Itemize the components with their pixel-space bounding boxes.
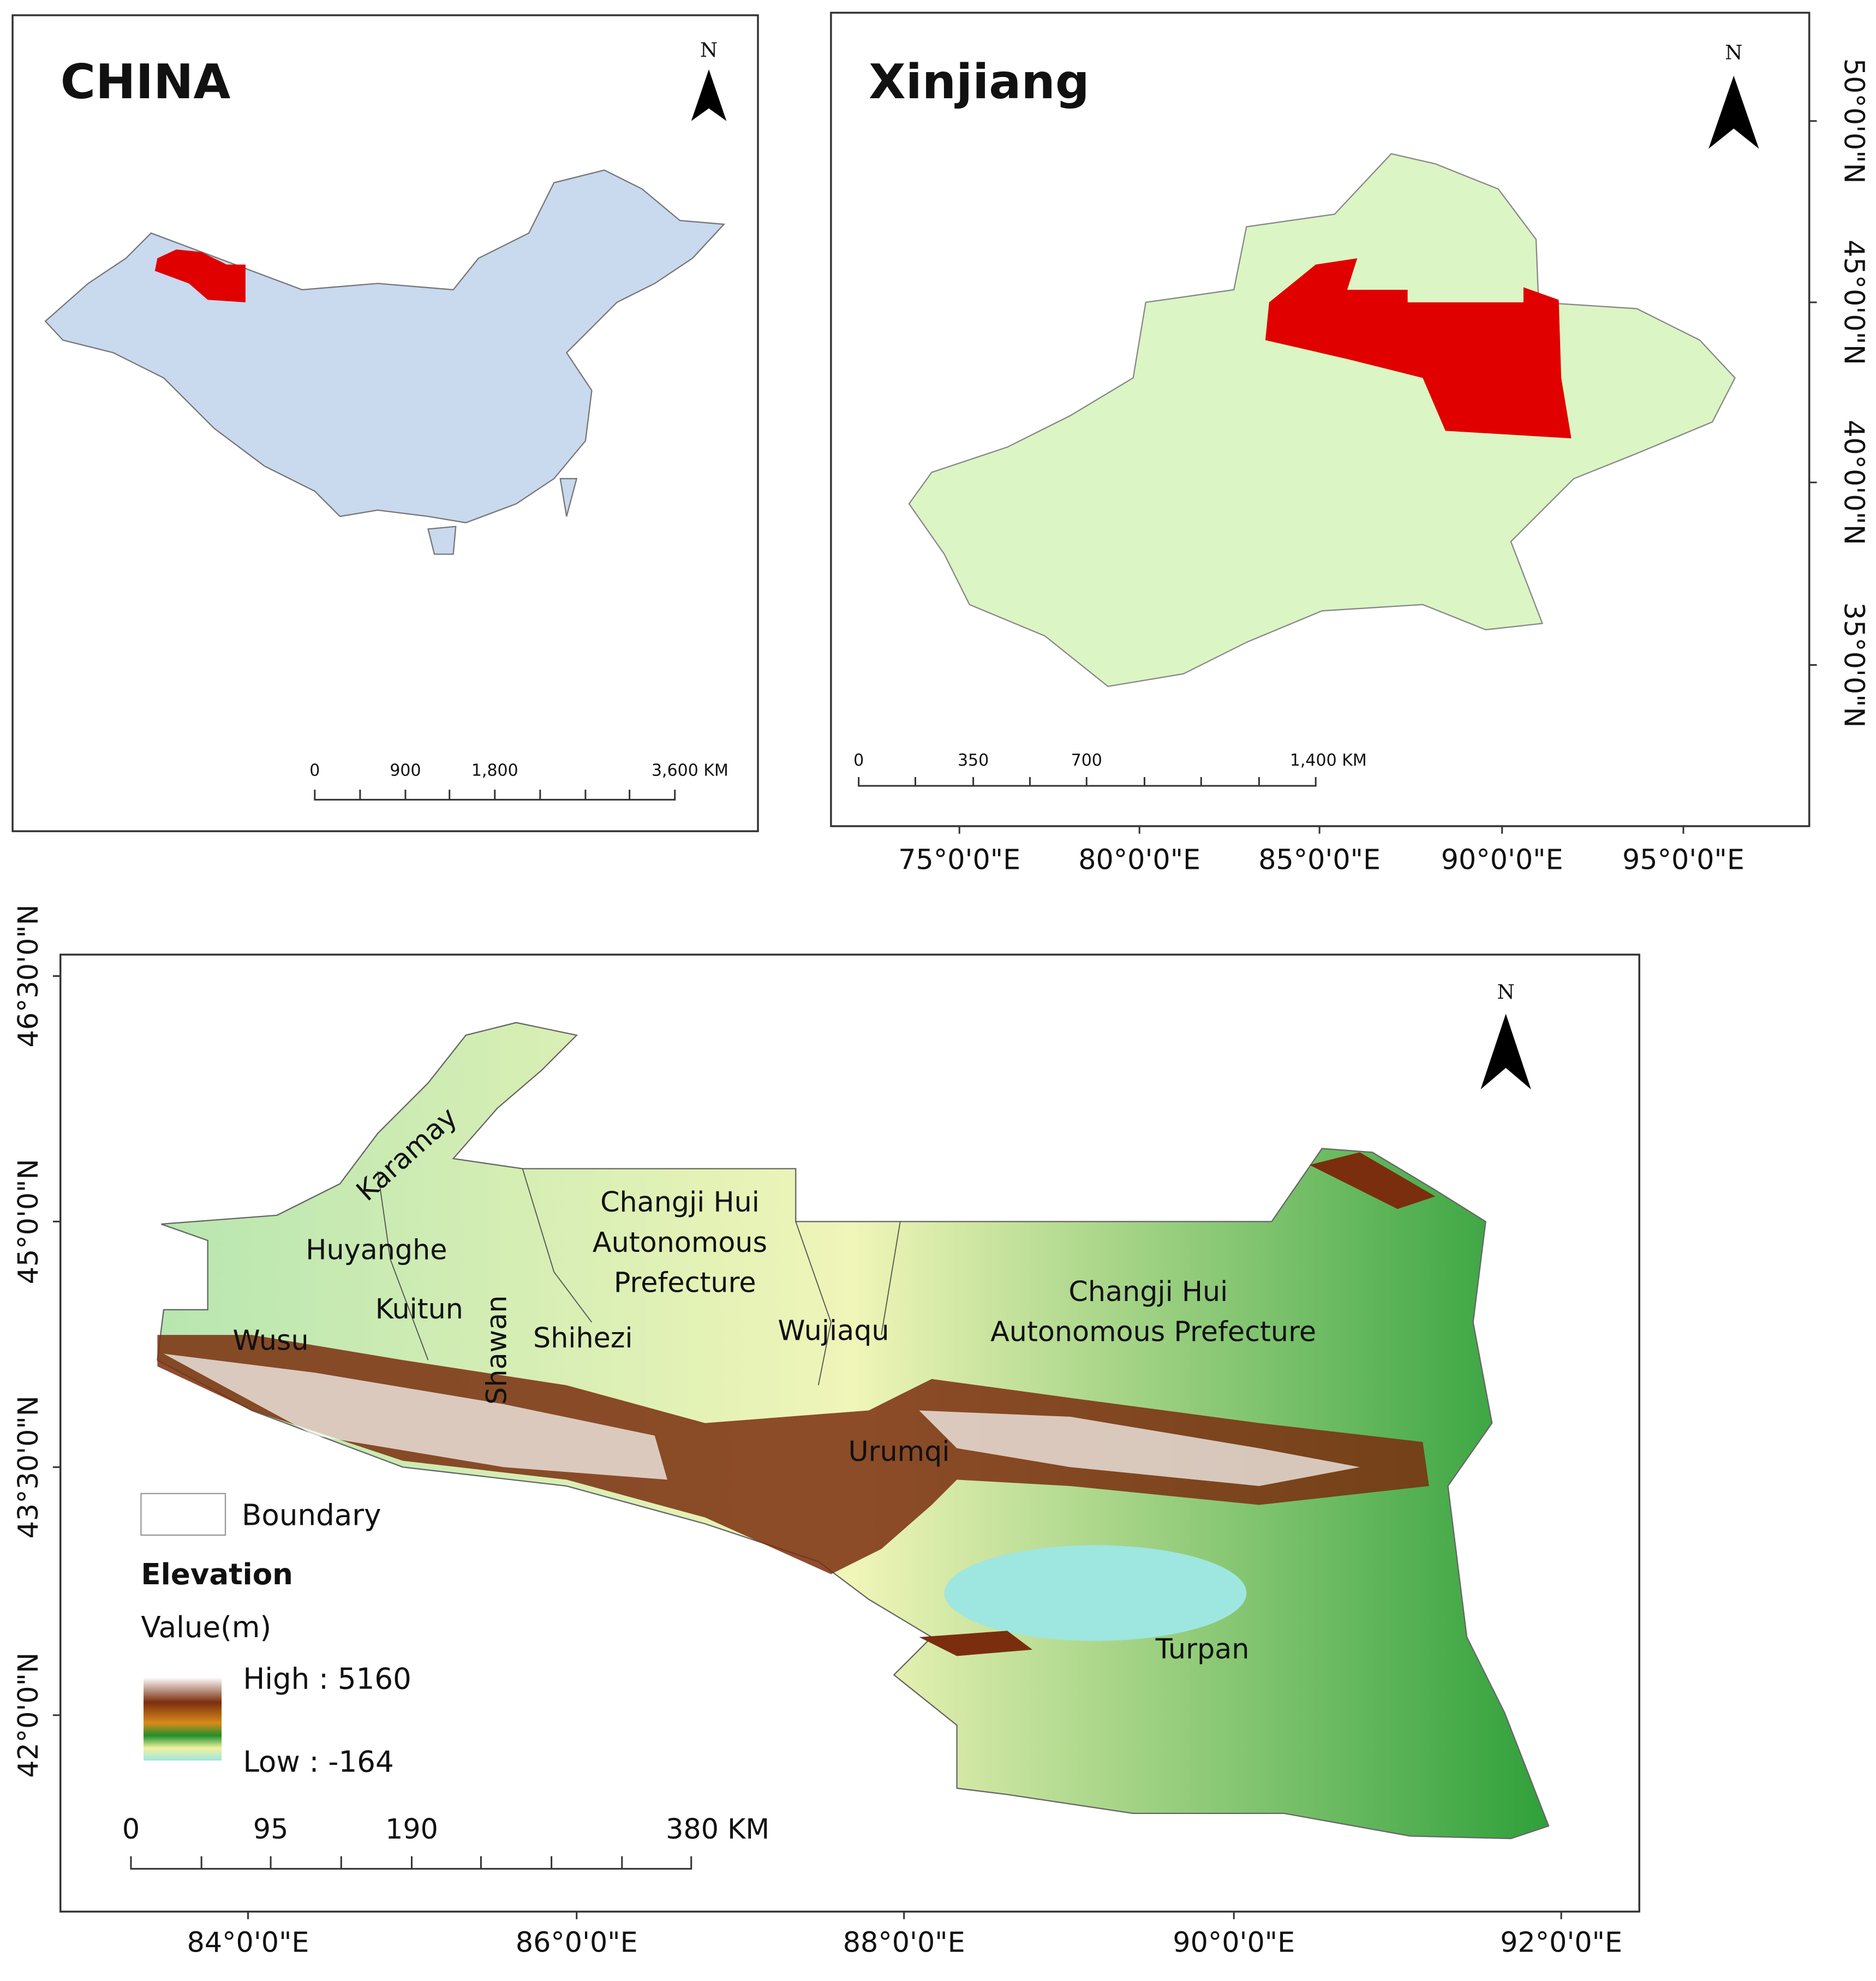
graticule-ticks xyxy=(52,975,1562,1919)
xinjiang-panel: Xinjiang N 0 350 700 1,400 KM 50°0'0"N 4… xyxy=(830,11,1870,875)
lat-label: 45°0'0"N xyxy=(1838,240,1870,365)
ridge xyxy=(919,1631,1033,1656)
legend-label: Boundary xyxy=(242,1498,381,1532)
title: CHINA xyxy=(61,54,231,110)
legend-title: Elevation xyxy=(141,1558,293,1591)
scale-bar xyxy=(130,1856,692,1870)
lat-label: 50°0'0"N xyxy=(1838,58,1870,184)
lon-label: 88°0'0"E xyxy=(843,1926,965,1959)
place-label: Wujiaqu xyxy=(778,1314,889,1346)
lon-label: 85°0'0"E xyxy=(1258,843,1381,875)
elevation-ramp xyxy=(144,1677,222,1761)
legend-low: Low : -164 xyxy=(243,1745,393,1779)
study-area-panel: N Karamay Huyanghe Kuitun Wusu Shawan Sh… xyxy=(12,904,1640,1959)
scale-label: 190 xyxy=(385,1813,438,1845)
scale-label: 380 KM xyxy=(666,1813,769,1845)
mountain-band xyxy=(157,1335,1429,1574)
scale-bar xyxy=(858,777,1317,787)
boundaries xyxy=(377,1168,901,1386)
scale-label: 95 xyxy=(253,1813,289,1845)
scale-label: 900 xyxy=(390,761,421,780)
study-area xyxy=(154,249,246,303)
scale-bar xyxy=(314,789,676,801)
north-label: N xyxy=(1497,980,1514,1004)
lon-label: 90°0'0"E xyxy=(1441,843,1563,875)
lon-label: 75°0'0"E xyxy=(898,843,1020,875)
title: Xinjiang xyxy=(869,54,1090,110)
graticule-ticks xyxy=(958,120,1817,834)
place-label: Changji Hui xyxy=(600,1186,760,1218)
scale-label: 1,400 KM xyxy=(1290,751,1367,770)
place-label: Changji Hui xyxy=(1068,1275,1228,1308)
north-label: N xyxy=(700,38,718,62)
lat-label: 35°0'0"N xyxy=(1838,602,1870,728)
legend-high: High : 5160 xyxy=(243,1662,411,1696)
legend: Boundary Elevation Value(m) High : 5160 … xyxy=(140,1493,411,1779)
lon-label: 86°0'0"E xyxy=(516,1926,638,1959)
scale-label: 0 xyxy=(122,1813,140,1845)
lat-label: 42°0'0"N xyxy=(12,1652,44,1778)
scale-label: 700 xyxy=(1071,751,1102,770)
islands xyxy=(427,478,578,555)
turpan-basin xyxy=(944,1545,1247,1641)
place-label: Turpan xyxy=(1155,1633,1250,1665)
place-label: Kuitun xyxy=(375,1293,463,1325)
china-shape xyxy=(44,169,726,523)
place-label: Urumqi xyxy=(849,1435,950,1467)
north-arrow xyxy=(691,69,727,121)
place-label: Autonomous Prefecture xyxy=(990,1316,1316,1348)
lon-label: 92°0'0"E xyxy=(1500,1926,1622,1959)
scale-label: 1,800 xyxy=(471,761,518,780)
boundary-swatch xyxy=(140,1493,226,1536)
place-label: Autonomous xyxy=(593,1226,767,1258)
place-label: Wusu xyxy=(233,1324,309,1357)
china-panel: CHINA N 0 900 1,800 3,600 KM xyxy=(11,14,759,832)
lon-label: 80°0'0"E xyxy=(1078,843,1200,875)
place-label: Prefecture xyxy=(614,1267,756,1299)
lon-label: 95°0'0"E xyxy=(1622,843,1744,875)
northeast-peak xyxy=(1309,1152,1436,1209)
place-label: Huyanghe xyxy=(306,1234,447,1266)
lat-label: 46°30'0"N xyxy=(12,904,44,1047)
scale-label: 3,600 KM xyxy=(652,761,728,780)
snow-caps xyxy=(163,1353,1360,1486)
scale-label: 0 xyxy=(309,761,320,780)
place-label: Shihezi xyxy=(533,1322,633,1354)
lat-label: 43°30'0"N xyxy=(12,1395,44,1538)
north-arrow xyxy=(1708,75,1759,149)
north-label: N xyxy=(1725,41,1742,64)
scale-label: 0 xyxy=(853,751,864,770)
scale-label: 350 xyxy=(958,751,989,770)
lon-label: 84°0'0"E xyxy=(187,1926,309,1959)
lat-label: 40°0'0"N xyxy=(1838,420,1870,545)
lat-label: 45°0'0"N xyxy=(12,1159,44,1285)
place-label: Shawan xyxy=(481,1296,513,1405)
xinjiang-shape xyxy=(908,153,1736,687)
north-arrow xyxy=(1480,1013,1531,1090)
legend-unit: Value(m) xyxy=(141,1610,271,1644)
study-area xyxy=(1265,258,1572,439)
lon-label: 90°0'0"E xyxy=(1173,1926,1295,1959)
